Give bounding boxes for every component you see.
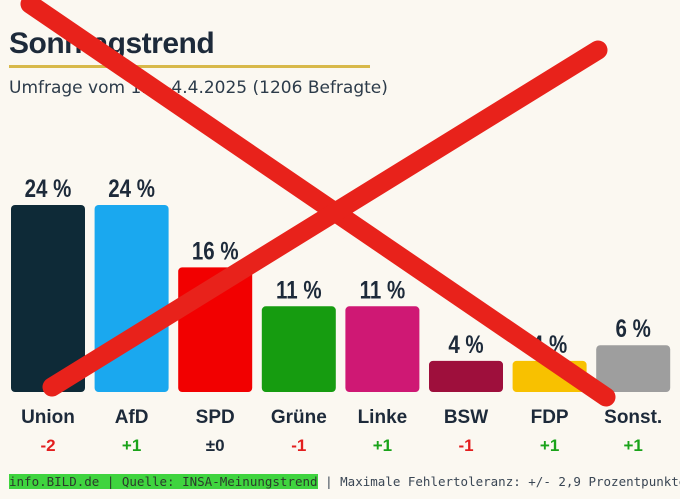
value-label-sonst: 6 % [616,314,651,342]
bar-gr-ne [261,306,336,392]
bar-fdp [512,360,587,392]
footer: info.BILD.de | Quelle: INSA-Meinungstren… [9,474,680,489]
bar-linke [345,306,420,392]
value-label-linke: 11 % [360,275,406,303]
value-label-fdp: 4 % [532,330,567,358]
bar-sonst [596,345,671,392]
category-label-fdp: FDP [531,407,569,428]
value-label-union: 24 % [25,174,72,202]
change-label-linke: +1 [373,436,392,455]
value-label-gr-ne: 11 % [276,275,322,303]
bar-spd [178,267,253,392]
change-label-gr-ne: -1 [291,436,306,455]
category-label-gr-ne: Grüne [271,407,327,428]
footer-source: info.BILD.de | Quelle: INSA-Meinungstren… [9,474,318,489]
value-label-spd: 16 % [192,236,239,264]
footer-note: | Maximale Fehlertoleranz: +/- 2,9 Proze… [317,474,680,489]
category-label-sonst: Sonst. [604,407,662,428]
bar-afd [94,205,169,392]
category-label-afd: AfD [115,407,149,428]
category-label-union: Union [21,407,75,428]
category-label-spd: SPD [196,407,235,428]
value-label-afd: 24 % [108,174,155,202]
change-label-union: -2 [40,436,55,455]
change-label-fdp: +1 [540,436,559,455]
bar-union [11,205,85,392]
change-label-spd: ±0 [206,436,225,455]
category-label-linke: Linke [358,407,408,428]
category-label-bsw: BSW [444,407,488,428]
value-label-bsw: 4 % [448,330,483,358]
bar-bsw [429,360,503,392]
change-label-bsw: -1 [458,436,473,455]
change-label-afd: +1 [122,436,141,455]
change-label-sonst: +1 [624,436,643,455]
